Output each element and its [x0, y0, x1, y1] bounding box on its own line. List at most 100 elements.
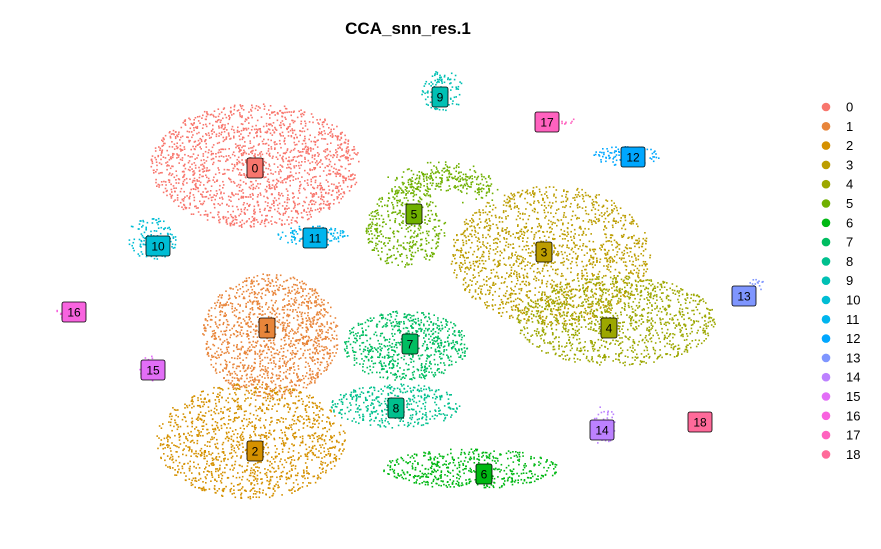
cluster-0-point: [192, 153, 195, 155]
cluster-2-point: [238, 406, 240, 408]
cluster-1-point: [310, 376, 313, 379]
cluster-2-point: [171, 455, 174, 458]
cluster-2-point: [269, 487, 271, 490]
cluster-2-point: [323, 440, 326, 442]
cluster-0-point: [272, 173, 274, 175]
cluster-1-point: [221, 294, 223, 296]
cluster-0-point: [219, 151, 222, 153]
cluster-0-point: [319, 188, 322, 191]
cluster-1-point: [298, 339, 300, 341]
cluster-3-point: [587, 296, 590, 299]
cluster-0-point: [166, 168, 168, 171]
cluster-0-point: [270, 123, 272, 126]
cluster-0-point: [229, 178, 232, 181]
cluster-2-point: [292, 464, 295, 467]
cluster-1-point: [314, 338, 316, 340]
cluster-0-point: [231, 191, 233, 194]
cluster-0-point: [215, 116, 217, 118]
cluster-0-point: [250, 129, 253, 131]
cluster-0-point: [308, 203, 310, 206]
cluster-3-point: [637, 272, 640, 274]
cluster-1-point: [239, 288, 242, 290]
cluster-3-point: [534, 208, 536, 211]
cluster-3-point: [611, 261, 614, 263]
cluster-0-point: [252, 183, 254, 186]
cluster-3-point: [504, 277, 507, 280]
cluster-3-point: [591, 204, 594, 206]
cluster-1-point: [255, 300, 258, 303]
cluster-3-point: [499, 250, 502, 253]
cluster-2-point: [196, 435, 199, 437]
cluster-2-point: [253, 469, 255, 471]
cluster-1-point: [242, 318, 245, 320]
cluster-3-point: [565, 204, 567, 207]
cluster-1-point: [295, 301, 297, 304]
cluster-1-point: [329, 315, 332, 317]
cluster-2-point: [245, 389, 248, 392]
cluster-1-point: [213, 338, 216, 340]
cluster-2-point: [230, 482, 233, 485]
cluster-0-point: [226, 168, 229, 171]
cluster-1-point: [288, 321, 291, 324]
cluster-1-point: [304, 312, 306, 315]
cluster-1-point: [254, 296, 256, 299]
cluster-2-point: [203, 489, 206, 492]
cluster-2-point: [230, 446, 233, 448]
cluster-3-point: [624, 276, 627, 279]
cluster-3-point: [623, 223, 625, 226]
cluster-0-point: [151, 155, 154, 157]
cluster-2-point: [285, 427, 288, 429]
cluster-3-point: [551, 310, 553, 313]
cluster-0-point: [323, 188, 326, 191]
cluster-0-point: [263, 160, 266, 163]
cluster-2-point: [190, 430, 192, 433]
cluster-2-point: [319, 477, 322, 480]
cluster-2-point: [286, 402, 288, 405]
cluster-2-point: [214, 488, 216, 491]
cluster-1-point: [320, 309, 322, 311]
cluster-0-point: [259, 107, 261, 109]
cluster-0-point: [228, 205, 230, 207]
cluster-0-point: [219, 197, 221, 199]
cluster-1-point: [316, 349, 318, 351]
cluster-0-point: [334, 135, 337, 137]
cluster-2-point: [223, 417, 225, 419]
cluster-2-point: [181, 418, 184, 421]
cluster-1-point: [309, 323, 312, 326]
cluster-2-point: [199, 454, 202, 456]
cluster-0-point: [166, 164, 169, 166]
cluster-2-point: [281, 448, 284, 451]
cluster-3-point: [584, 282, 587, 285]
cluster-1-point: [275, 276, 278, 278]
cluster-1-point: [319, 311, 321, 313]
cluster-0-point: [295, 172, 297, 175]
cluster-2-point: [235, 412, 237, 414]
cluster-2-point: [280, 429, 282, 431]
cluster-1-point: [323, 314, 326, 316]
cluster-1-point: [310, 357, 312, 360]
cluster-2-point: [333, 453, 336, 456]
cluster-2-point: [207, 470, 209, 472]
cluster-0-point: [325, 179, 328, 181]
cluster-2-point: [231, 397, 234, 400]
cluster-1-point: [302, 386, 305, 389]
cluster-0-point: [174, 137, 177, 140]
cluster-0-point: [316, 186, 319, 189]
cluster-0-point: [285, 188, 288, 190]
cluster-0-point: [313, 140, 315, 143]
cluster-2-point: [237, 388, 240, 390]
cluster-3-point: [560, 275, 563, 277]
cluster-2-point: [231, 445, 234, 447]
cluster-3-point: [612, 259, 614, 261]
cluster-0-point: [217, 203, 220, 205]
cluster-0-point: [239, 138, 241, 141]
cluster-0-point: [203, 162, 206, 164]
cluster-1-point: [294, 388, 296, 391]
cluster-2-point: [235, 383, 238, 386]
cluster-1-point: [285, 365, 287, 367]
cluster-2-point: [259, 471, 262, 474]
cluster-1-point: [286, 323, 289, 325]
cluster-1-point: [248, 381, 250, 383]
cluster-1-point: [219, 371, 221, 373]
